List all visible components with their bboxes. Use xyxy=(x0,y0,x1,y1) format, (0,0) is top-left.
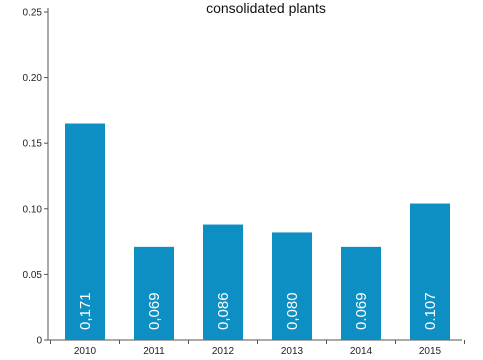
y-tick-label: 0.05 xyxy=(23,270,43,281)
data-label-2011: 0,069 xyxy=(146,292,163,330)
data-label-2013: 0,080 xyxy=(284,292,301,330)
x-tick-label: 2015 xyxy=(419,346,442,357)
y-tick-label: 0 xyxy=(36,336,42,347)
data-label-2010: 0,171 xyxy=(77,292,94,330)
y-tick-label: 0.20 xyxy=(23,73,43,84)
data-label-2012: 0,086 xyxy=(215,292,232,330)
bar-2012 xyxy=(203,224,243,340)
data-label-2015: 0.107 xyxy=(422,292,439,330)
data-labels: 0,171 0,069 0,086 0,080 0.069 0.107 xyxy=(77,292,439,330)
y-tick-label: 0.15 xyxy=(23,139,43,150)
x-axis: 2010 2011 2012 2013 2014 2015 xyxy=(48,339,465,357)
bar-2013 xyxy=(272,232,312,340)
x-tick-label: 2012 xyxy=(212,346,235,357)
y-tick-label: 0.10 xyxy=(23,204,43,215)
bar-2015 xyxy=(410,203,450,340)
x-tick-label: 2013 xyxy=(281,346,304,357)
x-tick-label: 2010 xyxy=(74,346,97,357)
bars xyxy=(65,123,450,341)
bar-2011 xyxy=(134,246,174,340)
x-tick-label: 2014 xyxy=(350,346,373,357)
x-tick-label: 2011 xyxy=(143,346,165,357)
y-axis: 0 0.05 0.10 0.15 0.20 0.25 xyxy=(23,8,49,347)
bar-2010 xyxy=(65,123,105,341)
data-label-2014: 0.069 xyxy=(353,292,370,330)
y-tick-label: 0.25 xyxy=(23,8,43,19)
bar-2014 xyxy=(341,246,381,340)
chart-title: consolidated plants xyxy=(206,0,326,16)
